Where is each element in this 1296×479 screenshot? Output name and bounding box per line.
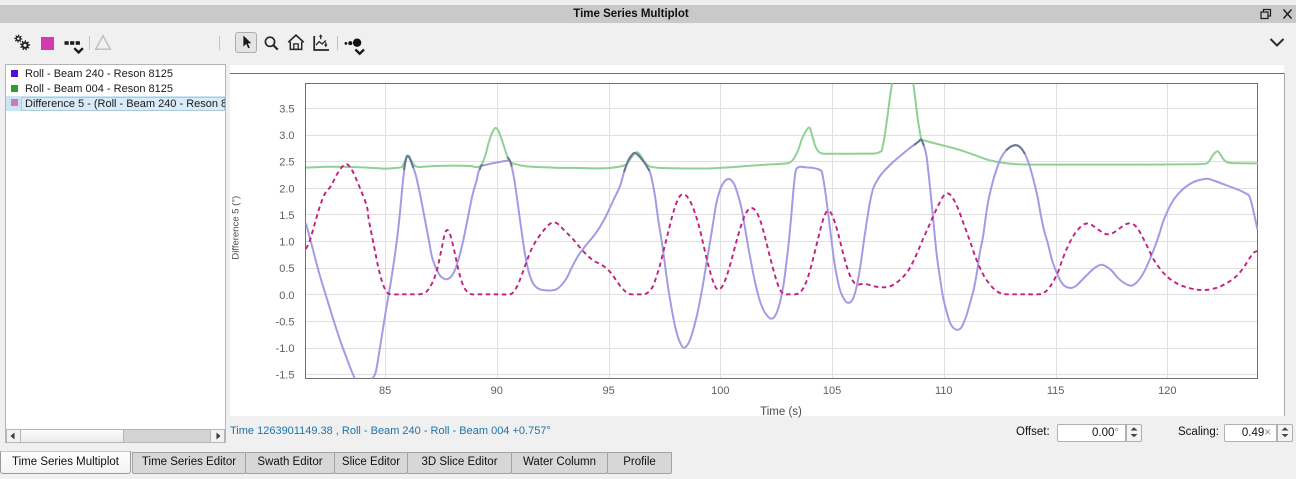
svg-text:110: 110 [935,385,953,397]
svg-text:Time (s): Time (s) [760,406,802,418]
svg-text:-0.5: -0.5 [276,317,295,329]
svg-text:2.5: 2.5 [279,157,294,169]
svg-text:1.5: 1.5 [279,210,294,222]
svg-text:95: 95 [602,385,614,397]
svg-text:3.0: 3.0 [279,130,294,142]
svg-text:85: 85 [379,385,391,397]
svg-text:0.5: 0.5 [279,263,294,275]
svg-text:1.0: 1.0 [279,237,294,249]
svg-text:0.0: 0.0 [279,290,294,302]
svg-text:3.5: 3.5 [279,104,294,116]
svg-text:-1.0: -1.0 [276,343,295,355]
svg-text:115: 115 [1047,385,1065,397]
svg-text:120: 120 [1158,385,1176,397]
svg-text:90: 90 [491,385,503,397]
svg-text:100: 100 [711,385,729,397]
svg-text:-1.5: -1.5 [276,370,295,382]
svg-text:2.0: 2.0 [279,183,294,195]
svg-text:105: 105 [823,385,841,397]
svg-text:Difference 5 (°): Difference 5 (°) [231,196,242,260]
